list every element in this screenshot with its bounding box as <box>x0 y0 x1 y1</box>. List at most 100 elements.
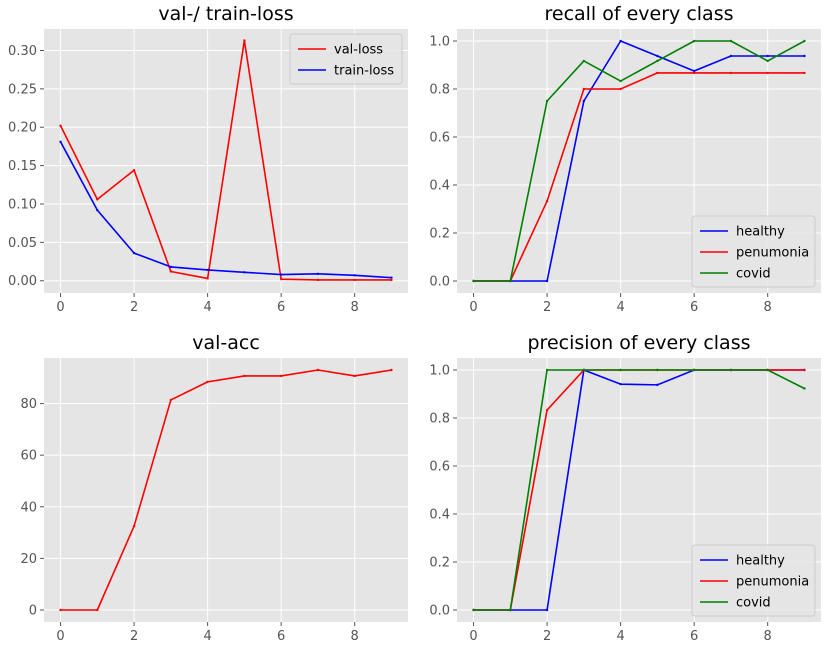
data-point-healthy <box>766 54 769 58</box>
y-tick-label: 0.4 <box>429 508 450 523</box>
x-tick-label: 6 <box>277 300 285 315</box>
legend-label-healthy: healthy <box>736 225 785 240</box>
x-tick-label: 0 <box>469 629 477 644</box>
y-tick-label: 0.2 <box>429 556 450 571</box>
legend-box <box>289 33 403 85</box>
y-tick-label: 0.8 <box>429 83 450 98</box>
data-point-penumonia <box>803 71 806 75</box>
series-line-penumonia <box>473 72 805 282</box>
x-tick-label: 0 <box>56 629 64 644</box>
legend-label-penumonia: penumonia <box>736 575 809 590</box>
series-line-covid <box>473 369 805 611</box>
data-point-train-loss <box>132 251 136 255</box>
data-point-val-loss <box>279 277 283 281</box>
chart-title: val-acc <box>192 332 260 354</box>
data-point-val-loss <box>132 169 136 172</box>
data-point-val-loss <box>390 278 393 282</box>
data-point-covid <box>803 39 806 43</box>
legend-label-train-loss: train-loss <box>334 64 394 79</box>
legend: healthy penumonia covid <box>691 215 816 288</box>
data-point-val-acc <box>353 374 356 378</box>
x-tick-label: 4 <box>203 300 211 315</box>
data-point-penumonia <box>729 71 733 75</box>
data-point-covid <box>582 59 586 63</box>
x-tick-label: 2 <box>543 629 551 644</box>
data-point-covid <box>619 79 622 83</box>
data-point-healthy <box>545 608 549 612</box>
data-point-val-loss <box>353 278 356 282</box>
data-point-healthy <box>803 54 806 58</box>
data-point-val-acc <box>243 374 246 378</box>
data-point-healthy <box>656 383 659 387</box>
data-point-val-loss <box>59 124 62 127</box>
legend-box <box>691 215 816 288</box>
legend-box <box>691 544 816 617</box>
data-point-healthy <box>729 54 733 58</box>
y-tick-label: 0 <box>29 604 37 619</box>
x-tick-label: 2 <box>130 629 138 644</box>
data-point-covid <box>472 279 475 283</box>
data-point-penumonia <box>656 71 659 75</box>
data-point-covid <box>472 608 475 612</box>
y-tick-label: 20 <box>20 552 37 567</box>
y-tick-label: 0.8 <box>429 412 450 427</box>
series-line-healthy <box>473 40 805 282</box>
y-tick-label: 0.30 <box>8 44 37 59</box>
legend-label-val-loss: val-loss <box>334 43 383 58</box>
y-tick-label: 0.20 <box>8 121 37 136</box>
chart-recall: 0 2 4 6 8 0.0 0.2 0.4 0.6 0.8 1.0 recall of every c… <box>429 3 821 315</box>
data-point-covid <box>545 368 549 372</box>
data-point-covid <box>766 59 769 63</box>
data-point-val-acc <box>169 398 173 402</box>
y-tick-label: 0.2 <box>429 227 450 242</box>
legend: healthy penumonia covid <box>691 544 816 617</box>
legend-label-covid: covid <box>736 267 771 282</box>
x-tick-label: 0 <box>469 300 477 315</box>
y-tick-label: 40 <box>20 500 37 515</box>
y-tick-label: 0.4 <box>429 179 450 194</box>
x-tick-label: 8 <box>351 300 359 315</box>
x-tick-label: 2 <box>130 300 138 315</box>
data-point-val-acc <box>316 368 320 372</box>
y-tick-label: 0.10 <box>8 197 37 212</box>
series-line-val-acc <box>60 369 392 611</box>
y-tick-label: 1.0 <box>429 364 450 379</box>
data-point-train-loss <box>316 272 320 276</box>
data-point-val-acc <box>96 608 99 612</box>
data-point-covid <box>692 368 696 372</box>
legend: val-loss train-loss <box>289 33 403 85</box>
y-tick-label: 0.05 <box>8 236 37 251</box>
data-point-covid <box>509 279 512 283</box>
data-point-covid <box>582 368 586 372</box>
data-point-val-loss <box>243 39 246 42</box>
series-line-covid <box>473 40 805 282</box>
x-tick-label: 2 <box>543 300 551 315</box>
x-tick-label: 0 <box>56 300 64 315</box>
data-point-val-loss <box>206 277 209 280</box>
y-tick-label: 0.25 <box>8 82 37 97</box>
chart-precision: 0 2 4 6 8 0.0 0.2 0.4 0.6 0.8 1.0 precision of ever… <box>429 332 821 644</box>
data-point-healthy <box>619 39 622 43</box>
y-tick-label: 0.6 <box>429 131 450 146</box>
x-tick-label: 6 <box>277 629 285 644</box>
data-point-healthy <box>619 382 622 386</box>
data-point-penumonia <box>545 199 549 203</box>
data-point-val-loss <box>169 270 173 273</box>
data-point-healthy <box>582 99 586 103</box>
y-tick-label: 1.0 <box>429 35 450 50</box>
data-point-penumonia <box>545 408 549 412</box>
y-tick-label: 60 <box>20 449 37 464</box>
data-point-covid <box>803 387 806 390</box>
legend-label-penumonia: penumonia <box>736 246 809 261</box>
data-point-train-loss <box>390 276 393 279</box>
data-point-train-loss <box>169 265 173 269</box>
data-point-penumonia <box>692 71 696 75</box>
x-tick-label: 4 <box>616 300 624 315</box>
data-point-val-acc <box>59 608 62 612</box>
chart-title: recall of every class <box>544 3 733 25</box>
data-point-train-loss <box>353 274 356 277</box>
y-tick-label: 0.0 <box>429 275 450 290</box>
data-point-penumonia <box>619 87 622 91</box>
x-tick-label: 8 <box>764 629 772 644</box>
data-point-val-acc <box>132 524 136 528</box>
